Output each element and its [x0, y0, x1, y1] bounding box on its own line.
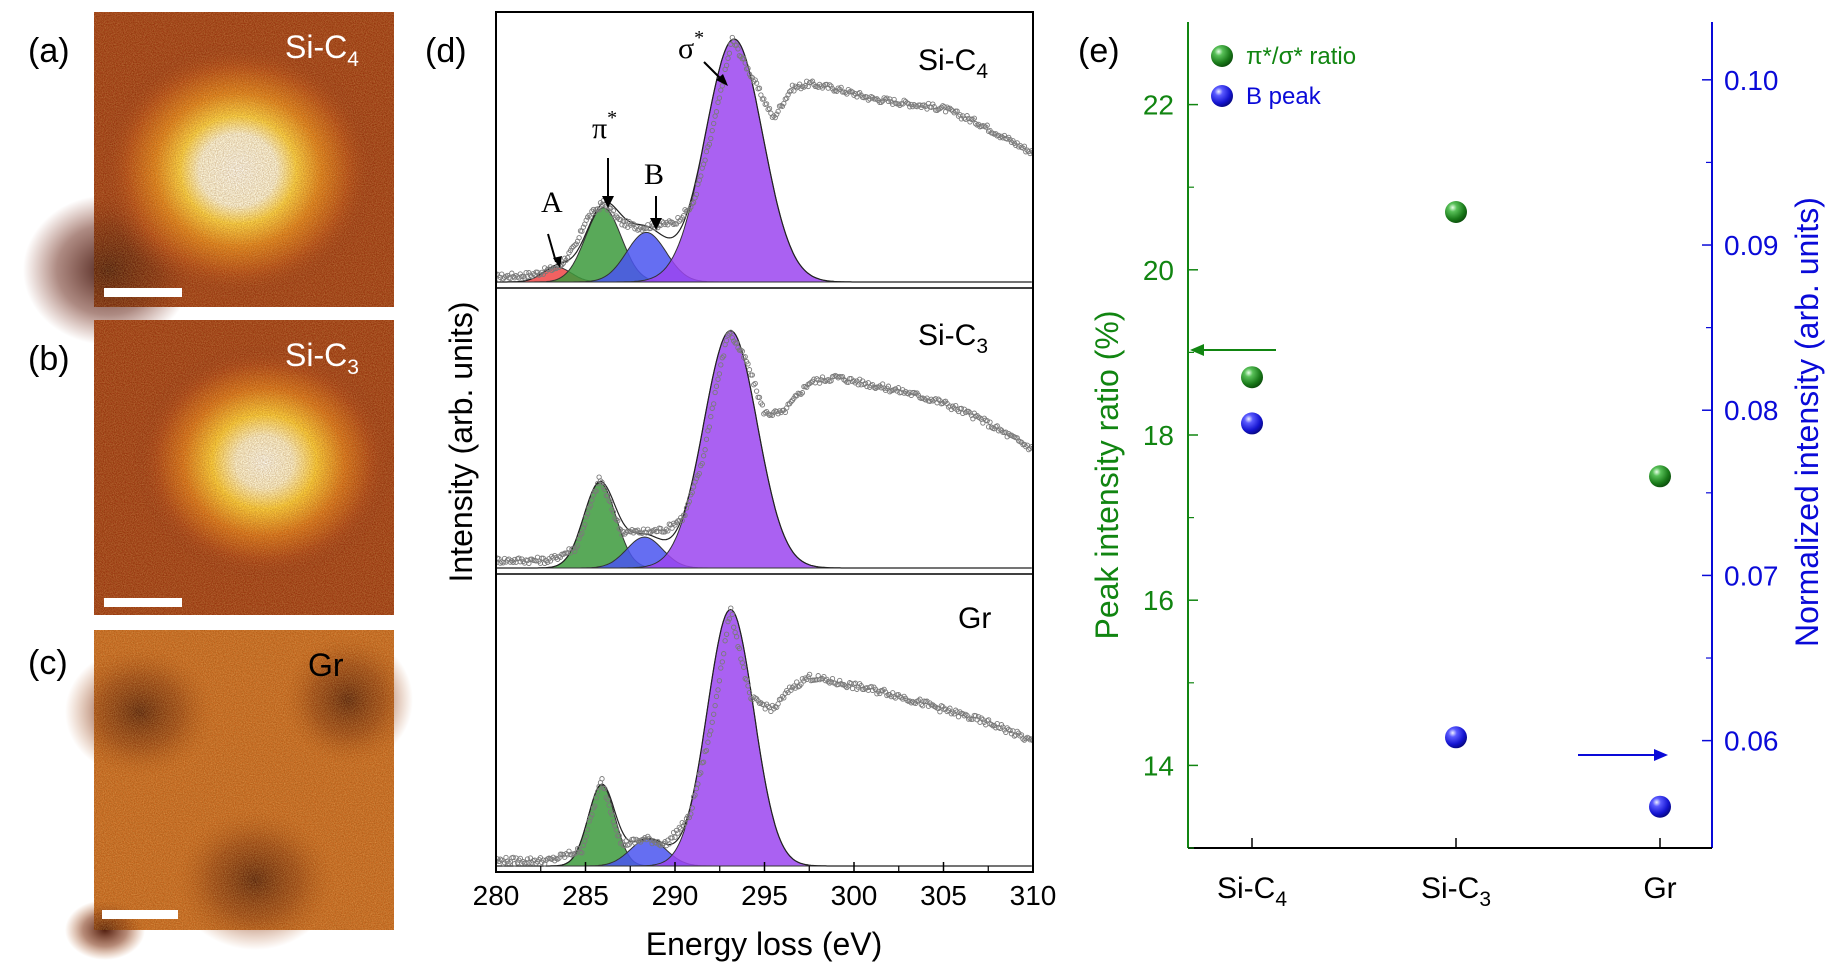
chart-e-right-tick-label: 0.10: [1724, 65, 1779, 96]
fit-line-0: [496, 38, 1032, 283]
panel-b-label: (b): [28, 340, 70, 378]
legend-label-b-peak: B peak: [1246, 83, 1322, 110]
chart-d-ylabel: Intensity (arb. units): [443, 302, 479, 583]
peak-1-2: [496, 330, 1033, 569]
chart-e-right-tick-label: 0.06: [1724, 726, 1779, 757]
chart-d-xtick-label: 290: [652, 880, 699, 911]
peak-2-2: [496, 608, 1033, 867]
scale-bar: [102, 910, 178, 919]
fit-line-2: [496, 608, 1032, 867]
chart-d-xtick-label: 310: [1010, 880, 1057, 911]
chart-e-right-tick-label: 0.07: [1724, 560, 1779, 591]
chart-d-xtick-label: 285: [562, 880, 609, 911]
annotation-b: B: [644, 158, 664, 191]
scale-bar: [104, 288, 182, 297]
ratio-point-0: [1241, 366, 1263, 389]
spectrum-points-0: [496, 34, 1033, 283]
chart-e-category-label: Si-C4: [1217, 872, 1287, 911]
panel-a-image: (a) Si-C4: [23, 12, 394, 345]
scale-bar: [104, 598, 182, 607]
series-label-si-c4: Si-C4: [918, 44, 988, 83]
b-peak-point-0: [1241, 412, 1263, 435]
ratio-point-1: [1445, 201, 1467, 223]
chart-e-right-tick-label: 0.09: [1724, 230, 1779, 261]
chart-e-left-ylabel: Peak intensity ratio (%): [1089, 310, 1125, 639]
ratio-point-2: [1649, 465, 1671, 488]
chart-e-right-ylabel: Normalized intensity (arb. units): [1789, 197, 1825, 647]
panel-c-title: Gr: [308, 647, 344, 683]
chart-d-xtick-label: 280: [473, 880, 520, 911]
series-label-si-c3: Si-C3: [918, 319, 988, 358]
panel-a-label: (a): [28, 32, 70, 70]
series-label-gr: Gr: [958, 602, 991, 635]
panel-c-image: (c) Gr: [28, 630, 413, 960]
legend-marker-ratio: [1211, 45, 1233, 67]
b-peak-point-2: [1649, 795, 1671, 818]
chart-d-xlabel: Energy loss (eV): [646, 926, 883, 962]
chart-e-left-tick-label: 18: [1143, 420, 1174, 451]
legend-label-ratio: π*/σ* ratio: [1246, 43, 1356, 70]
chart-e-left-tick-label: 14: [1143, 750, 1174, 781]
chart-e-left-tick-label: 22: [1143, 90, 1174, 121]
spectrum-points-2: [496, 605, 1033, 867]
annotation-sigma: σ*: [678, 27, 704, 65]
legend-marker-b-peak: [1211, 85, 1233, 107]
panel-b-title: Si-C3: [285, 337, 359, 379]
chart-e: (e) 14 16 18 20 22 0.06 0.07 0.08 0.09 0.10 Si-C4 S…: [1078, 22, 1825, 911]
spectrum-points-1: [496, 329, 1033, 567]
chart-e-category-label: Gr: [1643, 872, 1676, 905]
chart-d: (d) 280 285 290 295 300 305 310 A π* B σ* Si-C…: [425, 11, 1057, 962]
chart-d-panel-label: (d): [425, 32, 467, 70]
panel-b-image: (b) Si-C3: [28, 320, 394, 615]
b-peak-point-1: [1445, 726, 1467, 749]
panel-c-label: (c): [28, 644, 68, 682]
annotation-pi: π*: [592, 107, 617, 145]
chart-d-xtick-label: 300: [831, 880, 878, 911]
chart-e-left-tick-label: 20: [1143, 255, 1174, 286]
chart-e-right-tick-label: 0.08: [1724, 395, 1779, 426]
chart-e-category-label: Si-C3: [1421, 872, 1491, 911]
chart-d-xtick-label: 295: [741, 880, 788, 911]
fit-line-1: [496, 329, 1032, 569]
chart-e-panel-label: (e): [1078, 32, 1120, 70]
chart-e-left-tick-label: 16: [1143, 585, 1174, 616]
annotation-a: A: [541, 186, 563, 219]
chart-d-xtick-label: 305: [920, 880, 967, 911]
panel-a-title: Si-C4: [285, 29, 359, 71]
